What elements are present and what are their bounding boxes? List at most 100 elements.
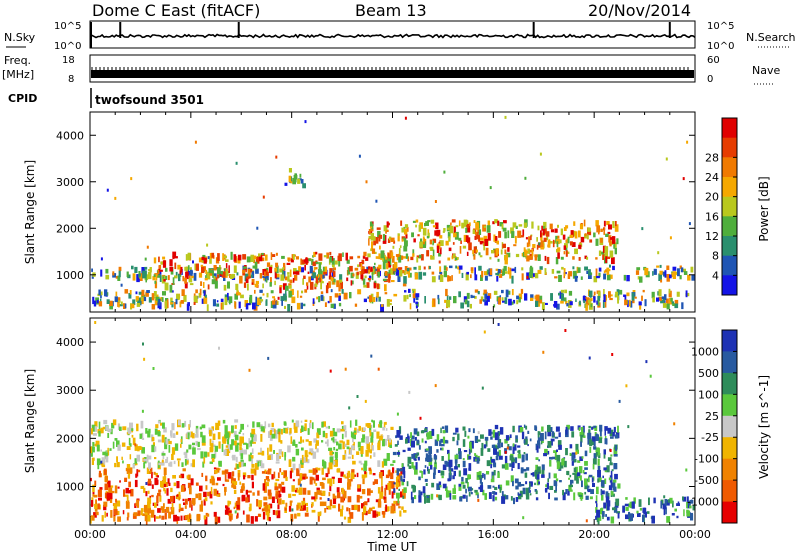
echo-cell — [626, 292, 630, 297]
echo-cell — [164, 282, 169, 291]
echo-cell — [505, 435, 510, 441]
echo-cell — [349, 447, 351, 454]
echo-cell — [497, 258, 500, 262]
echo-cell — [360, 452, 363, 457]
echo-cell — [168, 440, 172, 445]
echo-cell — [312, 255, 315, 258]
echo-cell — [483, 444, 487, 449]
echo-cell — [483, 242, 486, 251]
colorbar-tick-label: 4 — [712, 269, 719, 282]
echo-cell — [297, 502, 301, 509]
echo-cell — [90, 516, 92, 524]
echo-cell — [530, 294, 534, 300]
echo-cell — [239, 429, 242, 433]
echo-cell — [372, 506, 375, 509]
echo-cell — [396, 412, 399, 416]
echo-cell — [249, 294, 253, 303]
echo-cell — [686, 510, 691, 517]
echo-cell — [194, 434, 199, 438]
echo-cell — [331, 258, 335, 266]
echo-cell — [539, 152, 542, 156]
echo-cell — [532, 244, 536, 249]
echo-cell — [510, 453, 514, 457]
echo-cell — [597, 470, 601, 478]
echo-cell — [95, 440, 100, 447]
echo-cell — [304, 289, 308, 293]
echo-cell — [268, 492, 272, 500]
echo-cell — [389, 250, 393, 257]
nsearch-tick-top: 10^5 — [707, 21, 734, 32]
echo-cell — [170, 507, 175, 515]
echo-cell — [676, 291, 680, 297]
echo-cell — [260, 434, 263, 442]
echo-cell — [505, 495, 509, 500]
echo-cell — [138, 291, 143, 295]
echo-cell — [501, 297, 504, 301]
echo-cell — [546, 234, 549, 241]
echo-cell — [103, 501, 108, 507]
echo-cell — [274, 482, 278, 488]
echo-cell — [610, 274, 613, 279]
echo-cell — [171, 290, 174, 293]
echo-cell — [344, 450, 347, 457]
echo-cell — [514, 266, 517, 273]
echo-cell — [371, 272, 374, 281]
echo-cell — [323, 255, 328, 258]
echo-cell — [367, 296, 370, 299]
echo-cell — [598, 267, 602, 272]
echo-cell — [469, 440, 474, 449]
echo-cell — [180, 443, 182, 448]
echo-cell — [525, 481, 528, 485]
echo-cell — [217, 516, 221, 523]
echo-cell — [94, 421, 98, 428]
echo-cell — [436, 494, 439, 498]
colorbar-tick-label: 25 — [705, 410, 719, 423]
echo-cell — [497, 432, 500, 436]
echo-cell — [447, 227, 450, 231]
echo-cell — [384, 421, 387, 425]
echo-cell — [512, 458, 516, 462]
echo-cell — [468, 222, 471, 226]
echo-cell — [565, 489, 567, 495]
echo-cell — [143, 462, 146, 469]
echo-cell — [608, 269, 611, 272]
echo-cell — [276, 491, 280, 495]
echo-cell — [579, 223, 584, 230]
echo-cell — [165, 298, 169, 302]
echo-cell — [505, 289, 509, 298]
echo-cell — [300, 458, 303, 462]
echo-cell — [269, 444, 273, 452]
echo-cell — [398, 267, 403, 270]
echo-cell — [361, 467, 364, 471]
echo-cell — [442, 483, 447, 489]
echo-cell — [484, 436, 489, 441]
echo-cell — [524, 472, 528, 478]
echo-cell — [372, 473, 376, 476]
echo-cell — [515, 485, 519, 490]
echo-cell — [355, 419, 358, 426]
echo-cell — [418, 271, 423, 280]
echo-cell — [322, 296, 325, 302]
echo-cell — [187, 252, 191, 261]
echo-cell — [163, 487, 166, 492]
echo-cell — [364, 275, 367, 279]
nsearch-label: N.Search — [746, 31, 796, 44]
echo-cell — [458, 237, 462, 241]
echo-cell — [274, 486, 279, 491]
echo-cell — [629, 501, 633, 509]
echo-cell — [343, 425, 347, 431]
echo-cell — [537, 225, 540, 231]
echo-cell — [368, 229, 371, 235]
echo-cell — [126, 495, 129, 502]
echo-cell — [652, 297, 655, 303]
echo-cell — [534, 254, 538, 261]
echo-cell — [595, 220, 599, 227]
echo-cell — [220, 270, 223, 275]
echo-cell — [561, 458, 565, 466]
echo-cell — [612, 432, 615, 437]
echo-cell — [292, 479, 295, 482]
echo-cell — [290, 179, 293, 184]
echo-cell — [257, 461, 260, 467]
echo-cell — [498, 484, 500, 489]
